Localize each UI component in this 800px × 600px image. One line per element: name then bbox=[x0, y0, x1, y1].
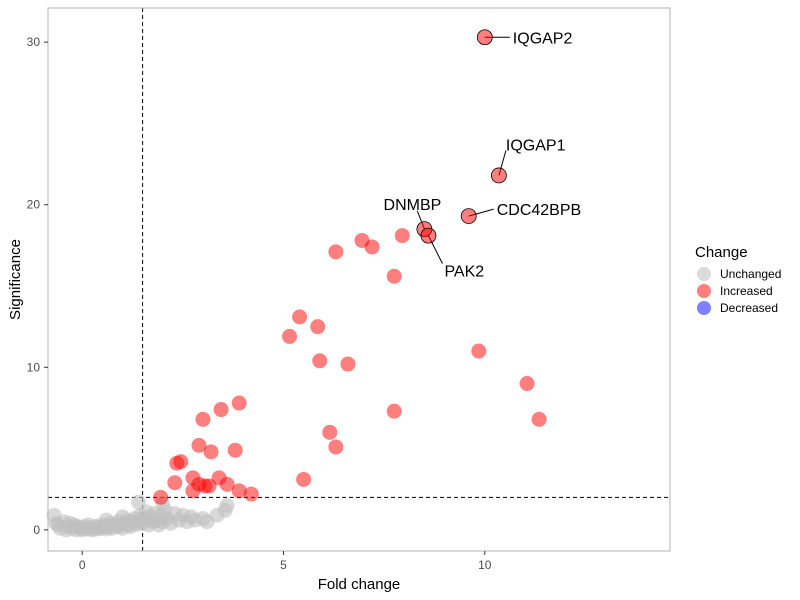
increased-point bbox=[471, 343, 487, 359]
highlighted-point bbox=[490, 167, 507, 184]
point-label: CDC42BPB bbox=[497, 202, 581, 219]
increased-point bbox=[340, 356, 356, 372]
y-axis-title: Significance bbox=[7, 239, 24, 320]
increased-point bbox=[328, 439, 344, 455]
panel-background bbox=[48, 8, 670, 551]
x-tick-label: 10 bbox=[478, 558, 492, 572]
increased-point bbox=[322, 424, 338, 440]
plot-panel: IQGAP2 IQGAP1 CDC42BPB DNMBP PAK2 bbox=[46, 7, 671, 552]
legend-key-unchanged bbox=[697, 267, 711, 281]
y-tick-label: 10 bbox=[27, 360, 41, 374]
increased-point bbox=[231, 395, 247, 411]
y-tick-label: 30 bbox=[27, 35, 41, 49]
y-axis: 0 10 20 30 bbox=[27, 35, 48, 537]
increased-point bbox=[292, 309, 308, 325]
point-labels: IQGAP2 IQGAP1 CDC42BPB DNMBP PAK2 bbox=[384, 29, 581, 281]
increased-point bbox=[153, 489, 169, 505]
increased-point bbox=[282, 328, 298, 344]
increased-point bbox=[167, 475, 183, 491]
increased-point bbox=[231, 483, 247, 499]
increased-point bbox=[386, 268, 402, 284]
increased-point bbox=[203, 444, 219, 460]
legend: Change Unchanged Increased Decreased bbox=[695, 244, 781, 315]
legend-title: Change bbox=[695, 244, 748, 261]
unchanged-point bbox=[114, 509, 130, 525]
y-tick-label: 0 bbox=[33, 523, 40, 537]
point-label: DNMBP bbox=[384, 197, 442, 214]
increased-point bbox=[531, 411, 547, 427]
increased-point bbox=[191, 437, 207, 453]
unchanged-point bbox=[98, 512, 114, 528]
x-axis-title: Fold change bbox=[318, 576, 401, 593]
increased-point bbox=[364, 239, 380, 255]
increased-point bbox=[312, 353, 328, 369]
highlighted-point bbox=[476, 29, 493, 46]
increased-point bbox=[394, 228, 410, 244]
legend-label: Decreased bbox=[720, 301, 778, 315]
unchanged-point bbox=[131, 494, 147, 510]
x-tick-label: 5 bbox=[280, 558, 287, 572]
increased-point bbox=[519, 376, 535, 392]
unchanged-point bbox=[219, 497, 235, 513]
point-label: IQGAP2 bbox=[513, 30, 573, 47]
increased-point bbox=[195, 411, 211, 427]
legend-key-increased bbox=[697, 284, 711, 298]
unchanged-point bbox=[48, 515, 64, 531]
data-points bbox=[46, 228, 547, 538]
y-tick-label: 20 bbox=[27, 198, 41, 212]
x-axis: 0 5 10 bbox=[79, 551, 492, 572]
increased-point bbox=[201, 478, 217, 494]
increased-point bbox=[213, 402, 229, 418]
threshold-lines bbox=[48, 8, 670, 551]
legend-label: Increased bbox=[720, 284, 773, 298]
increased-point bbox=[219, 476, 235, 492]
legend-label: Unchanged bbox=[720, 267, 781, 281]
panel-border bbox=[47, 7, 671, 552]
highlighted-point bbox=[460, 208, 477, 224]
increased-point bbox=[173, 454, 189, 470]
increased-point bbox=[386, 403, 402, 419]
point-label: IQGAP1 bbox=[506, 137, 566, 154]
increased-point bbox=[310, 319, 326, 335]
point-label: PAK2 bbox=[444, 264, 484, 281]
legend-key-decreased bbox=[697, 301, 711, 315]
x-tick-label: 0 bbox=[79, 558, 86, 572]
increased-point bbox=[227, 442, 243, 458]
increased-point bbox=[328, 244, 344, 260]
highlighted-point bbox=[420, 227, 437, 244]
increased-point bbox=[296, 471, 312, 487]
increased-point bbox=[243, 486, 259, 502]
